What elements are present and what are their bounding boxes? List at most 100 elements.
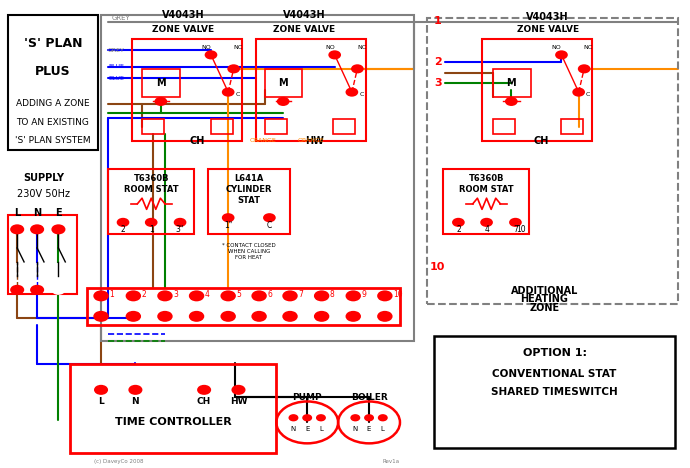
Circle shape bbox=[315, 312, 328, 321]
Text: 1: 1 bbox=[149, 225, 154, 234]
Text: C: C bbox=[235, 92, 240, 97]
Circle shape bbox=[95, 386, 107, 394]
Text: L: L bbox=[14, 208, 20, 218]
Circle shape bbox=[221, 312, 235, 321]
Text: T6360B: T6360B bbox=[469, 174, 504, 183]
Circle shape bbox=[233, 386, 245, 394]
Text: 2: 2 bbox=[121, 225, 126, 234]
Circle shape bbox=[190, 312, 204, 321]
Text: HEATING: HEATING bbox=[520, 294, 569, 304]
Text: Rev1a: Rev1a bbox=[383, 460, 400, 464]
Text: V4043H: V4043H bbox=[526, 12, 569, 22]
Circle shape bbox=[283, 312, 297, 321]
Text: ZONE VALVE: ZONE VALVE bbox=[152, 25, 215, 34]
Circle shape bbox=[351, 415, 359, 421]
Circle shape bbox=[506, 98, 517, 105]
Circle shape bbox=[206, 51, 217, 58]
Text: N: N bbox=[290, 426, 296, 432]
Circle shape bbox=[346, 291, 360, 300]
Text: CH: CH bbox=[190, 136, 205, 146]
Text: HW: HW bbox=[305, 136, 324, 146]
Circle shape bbox=[283, 291, 297, 300]
Text: N: N bbox=[353, 426, 358, 432]
Circle shape bbox=[510, 219, 521, 226]
Circle shape bbox=[481, 219, 492, 226]
Text: C: C bbox=[586, 92, 591, 97]
Text: ROOM STAT: ROOM STAT bbox=[460, 185, 514, 194]
Circle shape bbox=[155, 98, 166, 105]
Text: 10: 10 bbox=[516, 225, 526, 234]
Text: E: E bbox=[55, 208, 61, 218]
Text: HW: HW bbox=[230, 397, 247, 406]
Circle shape bbox=[175, 219, 186, 226]
Text: 10: 10 bbox=[430, 262, 446, 271]
Circle shape bbox=[228, 65, 239, 73]
Circle shape bbox=[129, 386, 141, 394]
Text: CH: CH bbox=[533, 136, 549, 146]
Text: PUMP: PUMP bbox=[293, 393, 322, 402]
Text: 2: 2 bbox=[456, 225, 461, 234]
Circle shape bbox=[378, 291, 392, 300]
Text: BOILER: BOILER bbox=[351, 393, 387, 402]
Circle shape bbox=[303, 415, 311, 421]
Circle shape bbox=[329, 51, 340, 58]
Text: 5: 5 bbox=[237, 290, 241, 299]
Circle shape bbox=[52, 225, 65, 234]
Circle shape bbox=[221, 291, 235, 300]
Text: ORANGE: ORANGE bbox=[249, 138, 276, 143]
Circle shape bbox=[31, 225, 43, 234]
Circle shape bbox=[573, 88, 584, 96]
Circle shape bbox=[264, 214, 275, 221]
Text: T6360B: T6360B bbox=[133, 174, 169, 183]
Text: NO: NO bbox=[325, 45, 335, 51]
Circle shape bbox=[158, 312, 172, 321]
Circle shape bbox=[198, 386, 210, 394]
Circle shape bbox=[223, 214, 234, 221]
Text: 2: 2 bbox=[141, 290, 146, 299]
Text: M: M bbox=[278, 78, 288, 88]
Text: NO: NO bbox=[201, 45, 211, 51]
Text: C: C bbox=[267, 221, 272, 230]
Text: NC: NC bbox=[357, 45, 366, 51]
Circle shape bbox=[94, 291, 108, 300]
Text: 'S' PLAN SYSTEM: 'S' PLAN SYSTEM bbox=[15, 137, 91, 146]
Text: BLUE: BLUE bbox=[108, 76, 124, 80]
Text: NC: NC bbox=[584, 45, 593, 51]
Circle shape bbox=[11, 285, 23, 294]
Text: BLUE: BLUE bbox=[108, 64, 124, 69]
Text: CONVENTIONAL STAT: CONVENTIONAL STAT bbox=[493, 369, 617, 379]
Circle shape bbox=[223, 88, 234, 96]
Text: NC: NC bbox=[233, 45, 242, 51]
Text: L: L bbox=[319, 426, 323, 432]
Text: C: C bbox=[359, 92, 364, 97]
Circle shape bbox=[365, 415, 373, 421]
Text: 4: 4 bbox=[484, 225, 489, 234]
Text: 7: 7 bbox=[298, 290, 303, 299]
Circle shape bbox=[579, 65, 590, 73]
Text: * CONTACT CLOSED: * CONTACT CLOSED bbox=[222, 243, 276, 248]
Text: M: M bbox=[506, 78, 516, 88]
Circle shape bbox=[31, 285, 43, 294]
Text: N: N bbox=[132, 397, 139, 406]
Circle shape bbox=[52, 285, 65, 294]
Circle shape bbox=[94, 312, 108, 321]
Text: OPTION 1:: OPTION 1: bbox=[522, 348, 586, 358]
Circle shape bbox=[379, 415, 387, 421]
Circle shape bbox=[453, 219, 464, 226]
Text: 230V 50Hz: 230V 50Hz bbox=[17, 190, 70, 199]
Circle shape bbox=[117, 219, 128, 226]
Text: E: E bbox=[367, 426, 371, 432]
Text: GREY: GREY bbox=[108, 48, 125, 53]
Text: ZONE VALVE: ZONE VALVE bbox=[517, 25, 579, 34]
Circle shape bbox=[158, 291, 172, 300]
Circle shape bbox=[289, 415, 297, 421]
Text: ZONE VALVE: ZONE VALVE bbox=[273, 25, 335, 34]
Text: V4043H: V4043H bbox=[162, 10, 205, 20]
Text: ZONE: ZONE bbox=[529, 302, 560, 313]
Text: TIME CONTROLLER: TIME CONTROLLER bbox=[115, 417, 232, 427]
Text: PLUS: PLUS bbox=[35, 65, 71, 78]
Text: ADDITIONAL: ADDITIONAL bbox=[511, 286, 578, 296]
Text: SHARED TIMESWITCH: SHARED TIMESWITCH bbox=[491, 387, 618, 397]
Circle shape bbox=[190, 291, 204, 300]
Circle shape bbox=[346, 312, 360, 321]
